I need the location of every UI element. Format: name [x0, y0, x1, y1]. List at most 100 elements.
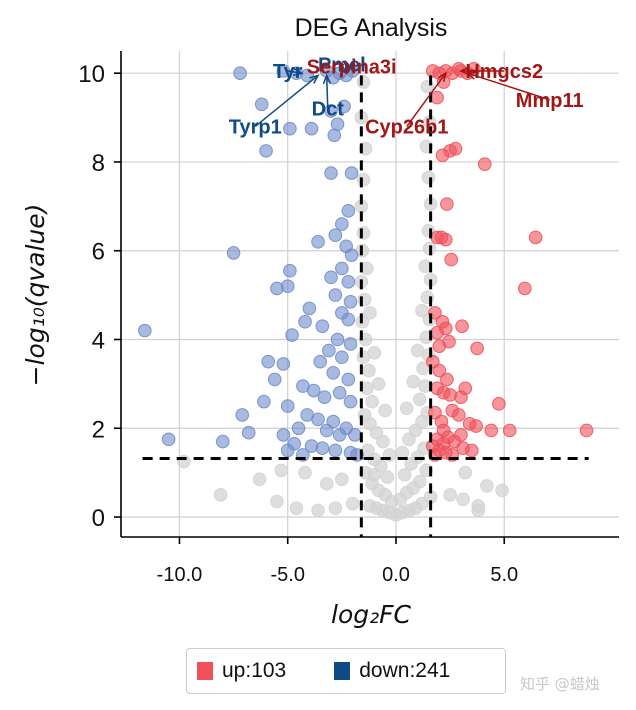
point-ns: [371, 377, 386, 391]
point-down: [285, 328, 299, 342]
point-up: [432, 339, 447, 353]
y-tick-label: 4: [92, 327, 105, 354]
point-down: [330, 332, 345, 347]
point-ns: [274, 463, 289, 478]
point-down: [335, 261, 349, 276]
point-ns: [345, 496, 360, 511]
point-up: [454, 428, 468, 442]
point-down: [328, 288, 343, 302]
point-down: [300, 68, 315, 83]
point-ns: [311, 503, 325, 518]
point-down: [259, 144, 273, 158]
point-up: [438, 232, 453, 247]
point-ns: [356, 226, 371, 240]
point-down: [341, 274, 356, 289]
point-down: [261, 354, 276, 369]
annotation-label: Dct: [312, 99, 345, 121]
point-ns: [362, 363, 376, 378]
annotation-arrowhead: [322, 73, 332, 85]
point-up: [444, 252, 458, 267]
x-tick-label: -10.0: [157, 564, 203, 586]
point-up: [440, 372, 454, 387]
x-tick-label: 5.0: [490, 564, 518, 586]
annotation-arrowhead: [309, 74, 320, 84]
point-down: [161, 432, 176, 447]
point-ns: [363, 306, 377, 320]
point-down: [241, 425, 256, 440]
point-up: [484, 423, 499, 438]
point-down: [276, 428, 291, 442]
point-ns: [456, 492, 470, 507]
point-down: [343, 294, 358, 309]
x-tick-label: 0.0: [382, 564, 410, 586]
point-ns: [335, 472, 349, 487]
point-up: [454, 390, 468, 404]
y-tick-label: 0: [92, 505, 105, 532]
point-down: [276, 357, 291, 371]
point-down: [280, 399, 295, 413]
point-down: [302, 301, 317, 316]
point-ns: [458, 465, 473, 480]
annotation-label: Hmgcs2: [465, 61, 543, 83]
point-down: [343, 337, 358, 351]
annotation-arrow: [325, 75, 329, 109]
point-down: [317, 390, 332, 404]
point-ns: [356, 172, 371, 187]
point-down: [332, 385, 347, 400]
legend-label-up: up:103: [222, 659, 287, 682]
point-ns: [270, 494, 284, 509]
point-down: [319, 423, 334, 438]
point-ns: [252, 472, 267, 487]
legend-swatch-up: [197, 662, 213, 680]
point-ns: [397, 468, 412, 482]
point-ns: [319, 476, 334, 491]
point-up: [455, 319, 469, 333]
annotation-arrowhead: [292, 67, 304, 77]
point-down: [335, 350, 349, 365]
x-axis-label: log₂FC: [331, 600, 412, 629]
threshold-lines: [142, 75, 589, 537]
point-ns: [413, 474, 427, 489]
point-down: [328, 228, 343, 242]
annotation-arrow: [406, 72, 447, 127]
data-points: [138, 61, 594, 522]
chart-title: DEG Analysis: [295, 14, 448, 42]
point-down: [322, 343, 336, 358]
legend-swatch-down: [334, 662, 351, 680]
point-up: [448, 141, 463, 156]
point-down: [328, 443, 343, 458]
point-down: [267, 372, 282, 387]
point-up: [430, 90, 444, 105]
point-ns: [378, 403, 392, 418]
point-ns: [471, 503, 486, 518]
point-up: [430, 326, 444, 340]
annotation-label: Pmel: [318, 54, 366, 76]
y-tick-label: 8: [92, 150, 105, 177]
point-up: [528, 230, 543, 245]
point-down: [315, 319, 330, 333]
annotation-arrow: [467, 72, 550, 101]
point-ns: [367, 468, 382, 482]
point-up: [451, 61, 466, 76]
point-ns: [443, 488, 457, 502]
point-down: [337, 99, 351, 114]
x-tick-label: -5.0: [270, 564, 304, 586]
point-ns: [495, 483, 509, 498]
annotation-arrowhead: [338, 64, 348, 75]
point-down: [270, 281, 284, 296]
point-up: [518, 281, 532, 296]
annotation-label: Tyrp1: [229, 116, 282, 138]
annotation-arrowhead: [465, 71, 477, 80]
point-ns: [289, 501, 304, 515]
point-up: [470, 341, 484, 356]
axes: -10.0 -5.0 0.0 5.0 0 2 4 6 8 10: [78, 51, 619, 586]
y-axis-label: −log₁₀(qvalue): [21, 204, 50, 387]
point-up: [440, 197, 454, 211]
y-tick-label: 10: [78, 61, 105, 88]
point-up: [502, 423, 517, 438]
point-down: [344, 248, 359, 262]
point-ns: [400, 401, 414, 416]
point-down: [332, 428, 347, 442]
